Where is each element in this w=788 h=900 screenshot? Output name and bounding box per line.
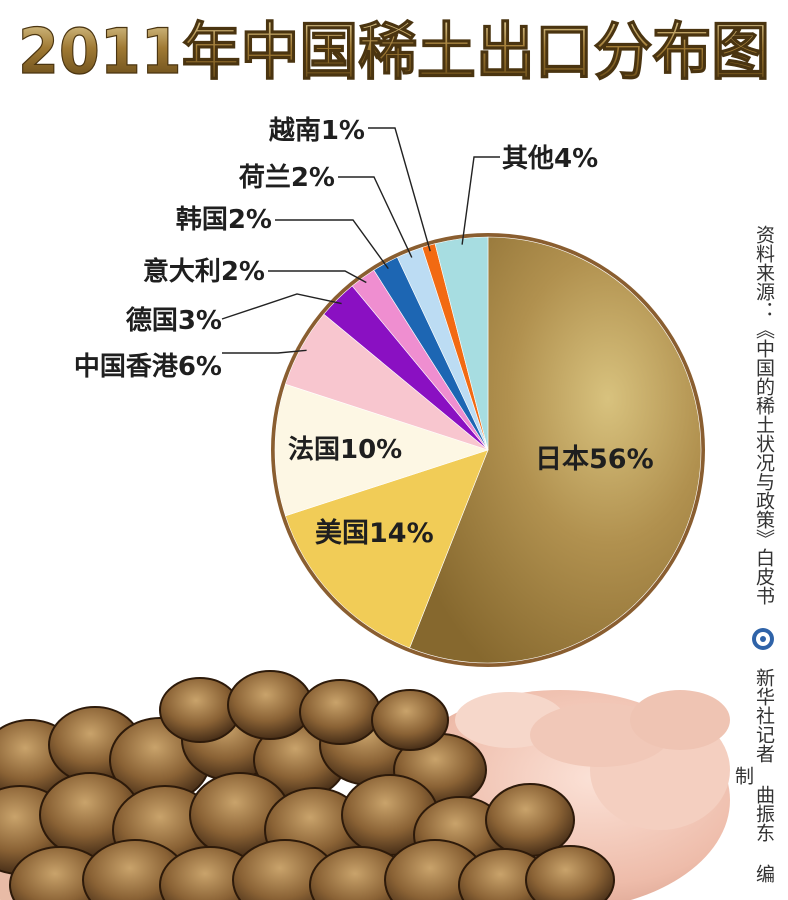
data-source-note: 资料来源：《中国的稀土状况与政策》白皮书 <box>753 225 775 605</box>
leader-line-9 <box>368 127 431 252</box>
slice-label-9: 越南1% <box>269 116 365 146</box>
rare-earth-ore-photo <box>0 670 730 900</box>
slice-label-6: 意大利2% <box>143 256 265 287</box>
leader-line-6 <box>268 270 367 284</box>
ore-rock <box>299 679 381 745</box>
slice-label-1: 日本56% <box>535 444 654 475</box>
slice-label-5: 德国3% <box>126 306 222 336</box>
ore-rock <box>485 783 575 857</box>
slice-labels: 日本56% 美国14% 法国10% 中国香港6% 德国3% 意大利2% 韩国2% 荷兰2% 越南… <box>74 116 654 549</box>
pie-slice-10 <box>434 236 489 451</box>
leader-line-8 <box>338 176 413 258</box>
ore-rock <box>371 689 449 751</box>
slice-label-7: 韩国2% <box>176 205 272 235</box>
leader-line-4 <box>222 349 307 354</box>
slice-label-8: 荷兰2% <box>239 163 335 193</box>
pie-chart <box>271 233 705 667</box>
leader-line-5 <box>221 293 342 320</box>
pie-slice-1 <box>409 236 702 664</box>
slice-label-3: 法国10% <box>288 435 402 465</box>
ore-rock <box>227 670 313 740</box>
leader-line-7 <box>275 219 389 270</box>
slice-label-10: 其他4% <box>502 144 598 174</box>
xinhua-logo-icon <box>752 628 774 650</box>
slice-label-4: 中国香港6% <box>74 352 222 382</box>
author-credit: 新华社记者 曲振东 编制 <box>732 667 775 883</box>
slice-label-2: 美国14% <box>315 517 434 549</box>
chart-title: 2011年中国稀土出口分布图 <box>18 15 770 88</box>
leader-lines <box>221 127 500 354</box>
ore-pile <box>0 670 615 900</box>
leader-line-10 <box>461 156 500 245</box>
ore-rock <box>525 845 615 900</box>
pie-slice-3 <box>274 383 489 517</box>
